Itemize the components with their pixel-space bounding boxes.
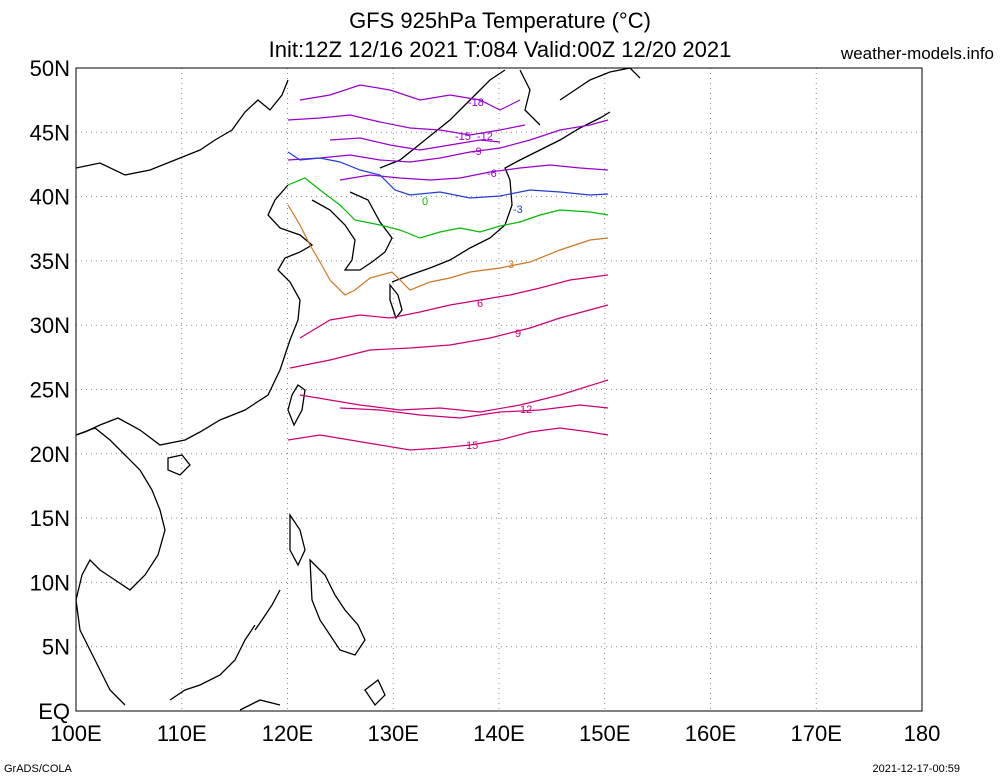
coast-china: [75, 79, 314, 446]
contour-label: 9: [515, 328, 521, 340]
contour-label: 0: [422, 196, 428, 208]
coast-borneo: [169, 624, 281, 711]
lat-tick-label: 20N: [30, 442, 70, 467]
contour-label: 3: [508, 259, 514, 271]
contour-labels: -18 -15 -12 -9 -6 -3 0 3 6 9 12 15: [422, 97, 532, 452]
contour-label: -3: [513, 204, 523, 216]
lon-tick-label: 180: [904, 721, 941, 746]
contour-minus6: [339, 164, 609, 181]
coastlines: [75, 67, 641, 711]
contour-label: -6: [487, 168, 497, 180]
lat-tick-label: 35N: [30, 249, 70, 274]
contour-three: [287, 204, 609, 296]
grid: [76, 68, 922, 711]
contour-lines: [287, 84, 609, 451]
map-frame: [75, 67, 923, 712]
chart-title: GFS 925hPa Temperature (°C): [349, 8, 651, 33]
lon-tick-label: 130E: [368, 721, 419, 746]
contour-label: -9: [472, 146, 482, 158]
contour-label: -12: [477, 131, 493, 143]
lat-tick-label: EQ: [38, 699, 70, 724]
lat-tick-label: 30N: [30, 313, 70, 338]
contour-zero: [287, 177, 609, 239]
lon-tick-label: 120E: [262, 721, 313, 746]
lat-tick-label: 40N: [30, 185, 70, 210]
coast-korea: [311, 191, 393, 271]
lat-tick-label: 10N: [30, 570, 70, 595]
contour-minus12: [329, 137, 501, 151]
coast-kyushu: [389, 283, 403, 320]
site-label[interactable]: weather-models.info: [840, 44, 994, 63]
coast-indochina: [75, 427, 166, 706]
coast-taiwan: [287, 384, 306, 427]
lon-tick-labels: 100E 110E 120E 130E 140E 150E 160E 170E 180: [50, 721, 940, 746]
coast-russia: [379, 67, 641, 169]
credit-left: GrADS/COLA: [4, 763, 72, 775]
contour-nine: [289, 304, 609, 369]
contour-minus18: [299, 84, 521, 111]
contour-fifteen: [287, 427, 609, 451]
lon-tick-label: 170E: [791, 721, 842, 746]
contour-twelve-b: [339, 404, 609, 419]
contour-six: [299, 274, 609, 339]
credit-right: 2021-12-17-00:59: [872, 763, 960, 775]
contour-minus15: [287, 114, 526, 136]
lat-tick-label: 50N: [30, 56, 70, 81]
contour-label: 12: [520, 404, 532, 416]
contour-label: -18: [468, 97, 484, 109]
coast-japan: [391, 111, 611, 283]
coast-hainan: [167, 454, 191, 476]
coast-sulawesi: [364, 678, 386, 707]
lat-tick-label: 15N: [30, 506, 70, 531]
coast-philippines: [254, 512, 366, 656]
contour-twelve: [299, 379, 609, 413]
chart-subtitle: Init:12Z 12/16 2021 T:084 Valid:00Z 12/2…: [268, 37, 732, 62]
lon-tick-label: 150E: [579, 721, 630, 746]
lat-tick-label: 25N: [30, 378, 70, 403]
lon-tick-label: 140E: [473, 721, 524, 746]
lon-tick-label: 100E: [50, 721, 101, 746]
lat-tick-labels: 50N 45N 40N 35N 30N 25N 20N 15N 10N 5N EQ: [30, 56, 70, 724]
contour-label: -15: [455, 131, 471, 143]
contour-label: 6: [477, 298, 483, 310]
lon-tick-label: 110E: [157, 721, 207, 746]
contour-label: 15: [466, 440, 478, 452]
lat-tick-label: 45N: [30, 120, 70, 145]
contour-minus9: [287, 119, 609, 163]
lon-tick-label: 160E: [685, 721, 736, 746]
lat-tick-label: 5N: [42, 635, 70, 660]
contour-minus3: [287, 151, 609, 199]
